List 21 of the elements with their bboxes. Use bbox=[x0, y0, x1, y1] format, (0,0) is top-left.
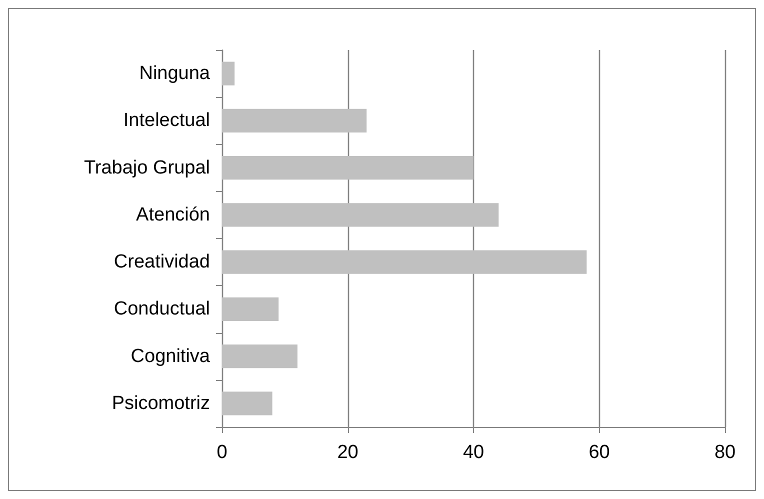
bar bbox=[222, 344, 298, 368]
y-tick-label: Trabajo Grupal bbox=[84, 157, 210, 178]
y-tick-label: Intelectual bbox=[123, 110, 210, 132]
bar bbox=[222, 62, 235, 86]
x-tick-label: 0 bbox=[216, 442, 228, 463]
bar bbox=[222, 297, 279, 321]
bar bbox=[222, 392, 272, 416]
y-tick-label: Psicomotriz bbox=[112, 392, 210, 414]
y-tick-label: Conductual bbox=[114, 298, 210, 320]
y-tick-label: Ninguna bbox=[139, 63, 210, 84]
bar bbox=[222, 203, 499, 227]
bar bbox=[222, 250, 587, 274]
bar bbox=[222, 156, 474, 180]
y-tick-label: Cognitiva bbox=[130, 346, 210, 367]
y-tick-label: Atención bbox=[136, 204, 210, 226]
bar bbox=[222, 108, 367, 132]
x-tick-label: 20 bbox=[337, 442, 358, 463]
x-tick-label: 40 bbox=[462, 442, 484, 463]
y-tick-label: Creatividad bbox=[114, 252, 210, 273]
x-tick-label: 80 bbox=[714, 442, 736, 463]
x-tick-label: 60 bbox=[588, 442, 610, 463]
